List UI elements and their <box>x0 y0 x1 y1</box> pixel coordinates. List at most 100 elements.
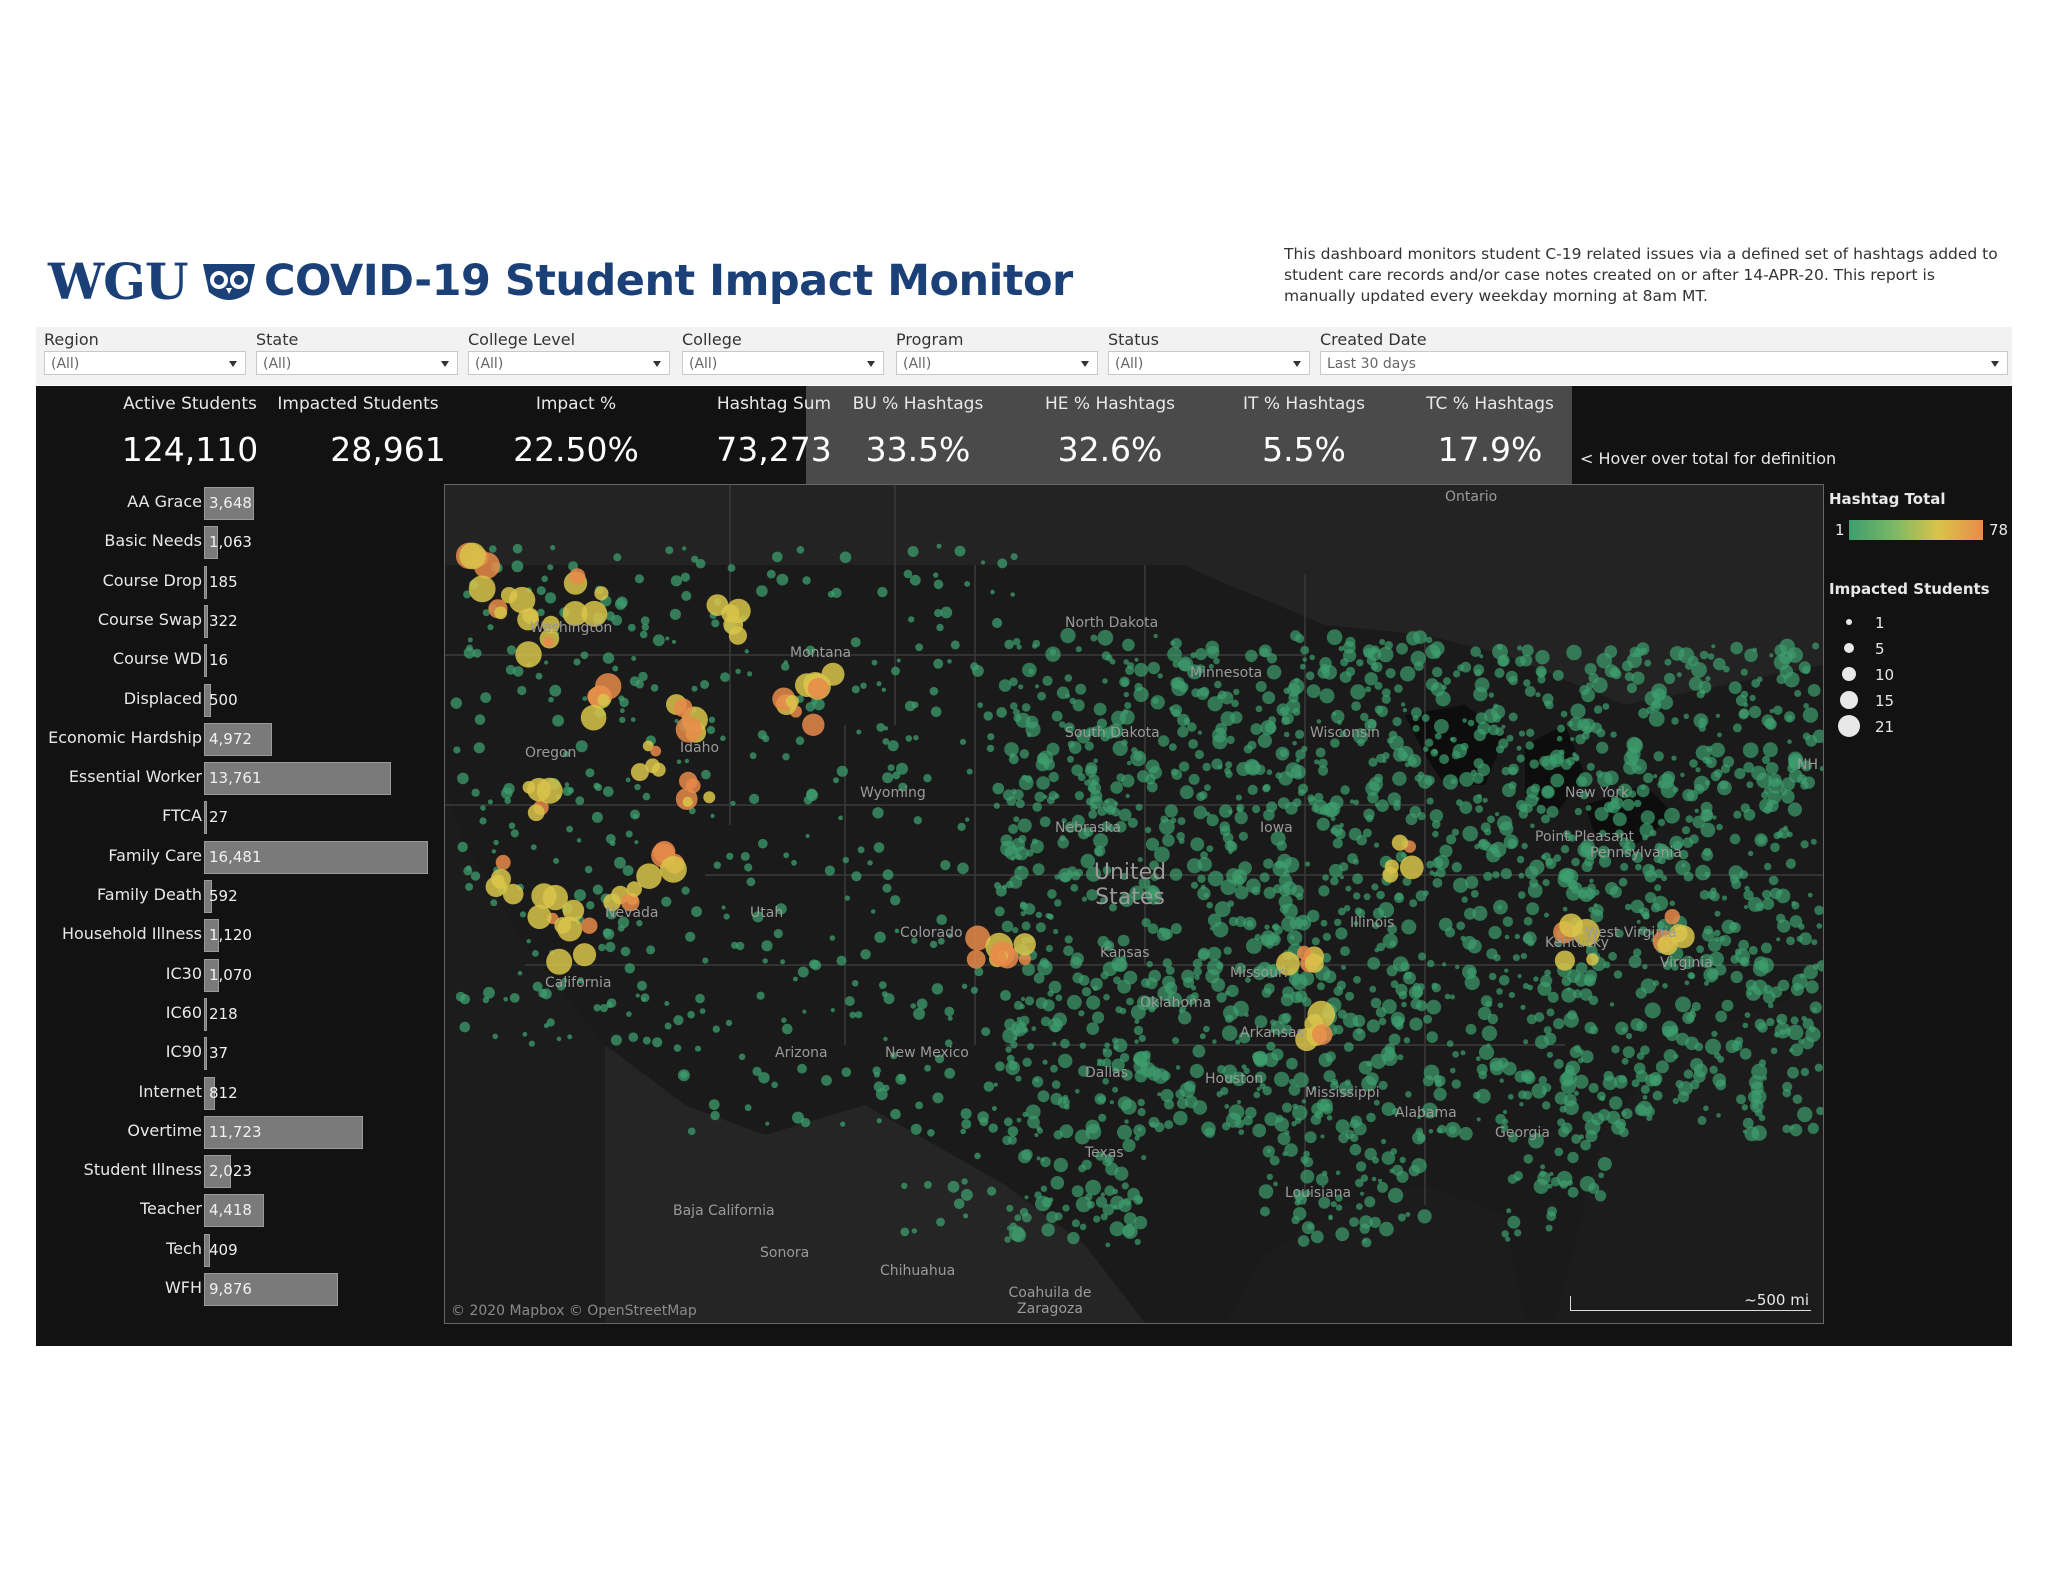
student-circle[interactable] <box>1518 730 1526 737</box>
student-circle[interactable] <box>1065 693 1071 699</box>
student-circle[interactable] <box>1434 732 1442 740</box>
bar[interactable] <box>204 683 211 717</box>
student-circle[interactable] <box>1798 923 1805 930</box>
student-circle[interactable] <box>1016 1016 1022 1022</box>
student-circle[interactable] <box>1207 696 1223 712</box>
student-circle[interactable] <box>546 1018 555 1027</box>
student-circle[interactable] <box>1449 737 1455 742</box>
student-circle[interactable] <box>1083 826 1094 837</box>
student-circle[interactable] <box>1676 1032 1690 1046</box>
student-circle[interactable] <box>1688 655 1699 667</box>
student-circle[interactable] <box>1424 775 1435 786</box>
student-circle[interactable] <box>1593 889 1600 896</box>
student-circle[interactable] <box>965 817 970 822</box>
student-circle[interactable] <box>1582 724 1593 735</box>
student-circle[interactable] <box>1534 1012 1545 1023</box>
student-circle[interactable] <box>1013 638 1021 646</box>
student-circle[interactable] <box>1137 1098 1145 1107</box>
student-circle[interactable] <box>640 993 650 1002</box>
student-circle[interactable] <box>1323 970 1337 984</box>
student-circle[interactable] <box>1807 684 1821 697</box>
student-circle[interactable] <box>1761 714 1775 727</box>
student-circle[interactable] <box>1170 923 1182 935</box>
student-circle[interactable] <box>546 948 573 975</box>
student-circle[interactable] <box>1662 983 1668 989</box>
student-circle[interactable] <box>1529 878 1539 888</box>
student-circle[interactable] <box>1102 1058 1112 1068</box>
student-circle[interactable] <box>567 787 574 794</box>
bar-row[interactable]: AA Grace 3,648 <box>36 484 446 523</box>
student-circle[interactable] <box>1520 1004 1526 1011</box>
student-circle[interactable] <box>891 666 900 676</box>
student-circle[interactable] <box>1242 1115 1253 1126</box>
student-circle[interactable] <box>1188 739 1198 749</box>
student-circle[interactable] <box>1683 871 1694 882</box>
student-circle[interactable] <box>1203 1025 1210 1033</box>
student-circle[interactable] <box>908 616 915 623</box>
student-circle[interactable] <box>723 913 730 920</box>
student-circle[interactable] <box>532 981 543 992</box>
student-circle[interactable] <box>1775 888 1791 904</box>
student-circle[interactable] <box>1621 660 1633 672</box>
student-circle[interactable] <box>1517 645 1523 651</box>
student-circle[interactable] <box>1439 754 1450 765</box>
student-circle[interactable] <box>1095 1151 1105 1161</box>
student-circle[interactable] <box>867 860 873 866</box>
student-circle[interactable] <box>1409 1017 1423 1031</box>
student-circle[interactable] <box>1631 851 1644 863</box>
student-circle[interactable] <box>1432 830 1439 838</box>
student-circle[interactable] <box>1145 837 1160 851</box>
student-circle[interactable] <box>1636 642 1650 656</box>
student-circle[interactable] <box>1567 1010 1578 1020</box>
student-circle[interactable] <box>1259 647 1270 657</box>
student-circle[interactable] <box>1705 676 1711 682</box>
student-circle[interactable] <box>1305 671 1315 681</box>
student-circle[interactable] <box>1254 764 1266 776</box>
student-circle[interactable] <box>874 931 886 943</box>
student-circle[interactable] <box>752 911 764 923</box>
student-circle[interactable] <box>1259 872 1270 883</box>
student-circle[interactable] <box>1022 662 1037 678</box>
student-circle[interactable] <box>1452 1051 1459 1058</box>
student-circle[interactable] <box>1253 1053 1268 1068</box>
student-circle[interactable] <box>1069 697 1076 705</box>
student-circle[interactable] <box>877 586 888 598</box>
student-circle[interactable] <box>1574 1074 1589 1089</box>
student-circle[interactable] <box>1559 913 1583 938</box>
student-circle[interactable] <box>1787 739 1792 744</box>
student-circle[interactable] <box>911 1228 918 1234</box>
student-circle[interactable] <box>1611 669 1622 680</box>
student-circle[interactable] <box>1316 719 1322 724</box>
student-circle[interactable] <box>1266 664 1282 680</box>
student-circle[interactable] <box>744 863 753 872</box>
student-circle[interactable] <box>1694 1042 1704 1052</box>
student-circle[interactable] <box>1085 1179 1101 1196</box>
student-circle[interactable] <box>994 906 1005 917</box>
student-circle[interactable] <box>1712 815 1717 820</box>
student-circle[interactable] <box>1175 1089 1185 1099</box>
student-circle[interactable] <box>1344 905 1351 912</box>
student-circle[interactable] <box>1053 1130 1063 1140</box>
student-circle[interactable] <box>1474 843 1480 850</box>
student-circle[interactable] <box>544 592 557 604</box>
student-circle[interactable] <box>749 793 760 804</box>
student-circle[interactable] <box>959 738 967 745</box>
student-circle[interactable] <box>1102 865 1112 875</box>
student-circle[interactable] <box>1333 986 1344 996</box>
student-circle[interactable] <box>710 813 715 818</box>
student-circle[interactable] <box>1591 904 1604 917</box>
student-circle[interactable] <box>1273 1181 1278 1187</box>
student-circle[interactable] <box>1465 1023 1477 1035</box>
student-circle[interactable] <box>1655 1060 1669 1074</box>
student-circle[interactable] <box>1492 871 1500 879</box>
student-circle[interactable] <box>1786 714 1793 722</box>
student-circle[interactable] <box>1762 897 1775 910</box>
bar[interactable] <box>204 1273 339 1306</box>
student-circle[interactable] <box>1631 1079 1640 1088</box>
student-circle[interactable] <box>676 759 682 765</box>
student-circle[interactable] <box>1636 784 1650 798</box>
student-circle[interactable] <box>1217 764 1223 770</box>
student-circle[interactable] <box>1488 692 1495 698</box>
student-circle[interactable] <box>913 1007 926 1020</box>
student-circle[interactable] <box>992 782 1005 795</box>
